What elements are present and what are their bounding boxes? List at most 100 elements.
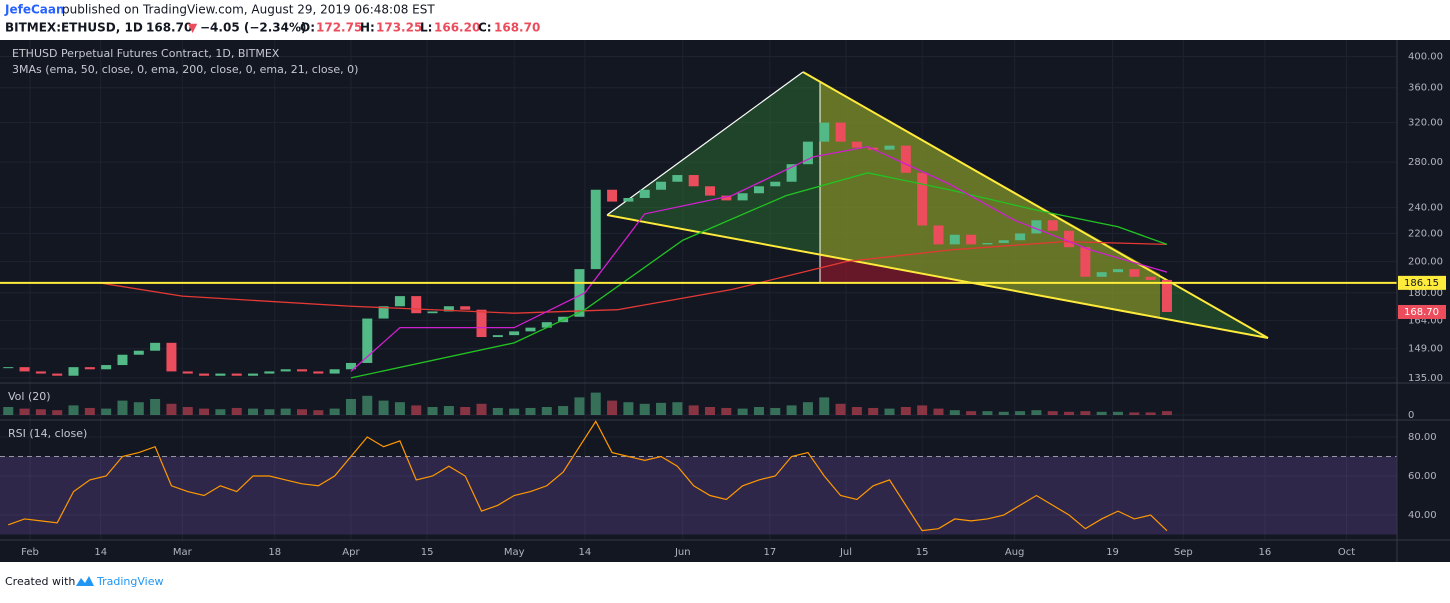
x-tick-label: Aug (1005, 547, 1025, 558)
volume-bar (117, 400, 128, 415)
y-tick-label: 40.00 (1408, 510, 1437, 521)
candle (1064, 230, 1075, 248)
candle (411, 296, 422, 314)
close-label: C: (478, 21, 492, 35)
volume-bar (264, 409, 275, 415)
volume-bar (917, 405, 928, 415)
y-tick-label: 80.00 (1408, 432, 1437, 443)
candle (574, 269, 585, 317)
candle (656, 181, 667, 190)
footer-brand[interactable]: TradingView (96, 575, 163, 588)
candle (215, 373, 226, 376)
volume-bar (1129, 412, 1140, 415)
volume-bar (19, 408, 30, 415)
y-tick-label: 220.00 (1408, 228, 1443, 239)
candle (900, 145, 911, 173)
price-tag-label: 186.15 (1404, 278, 1439, 289)
volume-bar (133, 402, 144, 415)
candle (851, 141, 862, 148)
x-tick-label: Jun (674, 547, 691, 558)
candle (541, 322, 552, 328)
symbol: BITMEX:ETHUSD, 1D (5, 21, 143, 35)
volume-bar (248, 408, 259, 415)
x-tick-label: May (504, 547, 525, 558)
y-tick-label: 280.00 (1408, 157, 1443, 168)
candle (607, 189, 618, 202)
candle (966, 234, 977, 245)
volume-bar (215, 409, 226, 415)
candle (19, 367, 30, 372)
volume-bar (998, 411, 1009, 415)
volume-bar (607, 400, 618, 415)
volume-bar (411, 405, 422, 415)
candle (590, 189, 601, 270)
y-tick-label: 400.00 (1408, 52, 1443, 63)
volume-bar (68, 405, 79, 415)
volume-bar (590, 392, 601, 415)
volume-bar (199, 408, 210, 415)
x-tick-label: Sep (1174, 547, 1193, 558)
candle (1129, 269, 1140, 277)
candle (672, 175, 683, 182)
volume-bar (443, 406, 454, 415)
candle (117, 354, 128, 366)
candle (705, 186, 715, 196)
candle (933, 225, 944, 245)
volume-bar (541, 407, 552, 415)
candle (35, 371, 46, 374)
volume-bar (101, 408, 112, 415)
volume-bar (1161, 411, 1172, 415)
volume-bar (884, 408, 895, 415)
candle (476, 309, 487, 338)
low-label: L: (420, 21, 432, 35)
volume-bar (1113, 411, 1123, 415)
triangle-fill (820, 82, 1160, 318)
volume-bar (558, 406, 569, 415)
trend-line (606, 71, 804, 216)
candle (884, 145, 895, 150)
candle (345, 362, 356, 370)
candle (998, 240, 1009, 243)
volume-bar (525, 407, 536, 415)
candle (819, 122, 830, 142)
volume-bar (1031, 410, 1042, 415)
candle (786, 164, 797, 182)
candle (362, 318, 373, 363)
x-tick-label: 17 (763, 547, 776, 558)
volume-bar (688, 405, 699, 415)
candle (182, 371, 193, 374)
candle (52, 373, 63, 376)
moving-average (350, 145, 1168, 372)
volume-bar (802, 402, 813, 415)
volume-bar (1015, 411, 1026, 415)
y-tick-label: 360.00 (1408, 83, 1443, 94)
author[interactable]: JefeCaan (4, 3, 65, 17)
volume-bar (705, 407, 715, 415)
plot: Feb 14 Mar 18 Apr 15 May 14 Jun 17 Jul 15 Aug 19 Sep 16… (0, 52, 1446, 558)
candle (982, 242, 993, 245)
candle (297, 369, 307, 372)
y-tick-label: 60.00 (1408, 471, 1437, 482)
y-tick-label: 149.00 (1408, 344, 1443, 355)
candle (509, 331, 520, 336)
grid (0, 40, 1397, 540)
volume-bar (819, 397, 830, 415)
indicator-legend: 3MAs (ema, 50, close, 0, ema, 200, close… (12, 63, 358, 76)
volume-bar (166, 403, 177, 415)
volume-bar (949, 410, 960, 415)
x-tick-label: 19 (1106, 547, 1119, 558)
logo (76, 576, 94, 586)
volume-bar (672, 402, 683, 415)
volume-bar (3, 407, 14, 415)
rsi-band (0, 456, 1397, 535)
volume-bar (770, 407, 781, 415)
last-price-tag (1398, 304, 1446, 319)
candle (949, 234, 960, 245)
y-tick-label: 0 (1408, 410, 1414, 421)
x-tick-label: 14 (579, 547, 592, 558)
volume-bar (623, 402, 634, 415)
candle (394, 296, 405, 307)
volume-bar (509, 408, 520, 415)
volume-bar (35, 409, 46, 415)
volume-bar (182, 407, 193, 415)
